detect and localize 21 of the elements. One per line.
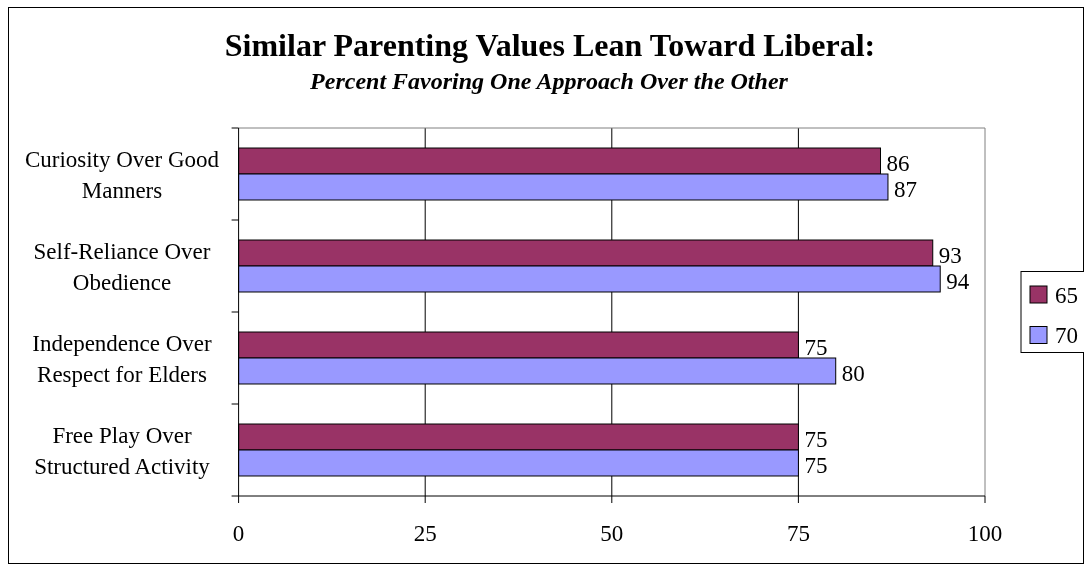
data-label: 94 xyxy=(946,269,970,295)
data-label: 87 xyxy=(893,177,917,203)
legend-label: 65 xyxy=(1055,282,1078,308)
x-tick-label: 100 xyxy=(967,521,1003,546)
x-tick-label: 50 xyxy=(600,521,624,546)
data-label: 75 xyxy=(804,335,828,361)
data-label: 80 xyxy=(841,361,865,387)
chart-subtitle: Percent Favoring One Approach Over the Other xyxy=(309,67,789,94)
x-tick-label: 0 xyxy=(232,521,245,546)
y-tick-label: Free Play Over Structured Activity xyxy=(34,422,211,479)
legend-label: 70 xyxy=(1055,323,1078,349)
x-tick-label: 25 xyxy=(413,521,437,546)
data-label: 75 xyxy=(804,427,828,453)
data-label: 93 xyxy=(938,243,962,269)
chart-title: Similar Parenting Values Lean Toward Liberal: xyxy=(224,27,876,63)
data-label: 75 xyxy=(804,453,828,479)
x-tick-label: 75 xyxy=(786,521,810,546)
y-tick-label: Curiosity Over Good Manners xyxy=(24,146,220,203)
y-tick-label: Independence Over Respect for Elders xyxy=(32,330,213,387)
y-tick-label: Self-Reliance Over Obedience xyxy=(33,238,211,295)
data-label: 86 xyxy=(886,151,910,177)
